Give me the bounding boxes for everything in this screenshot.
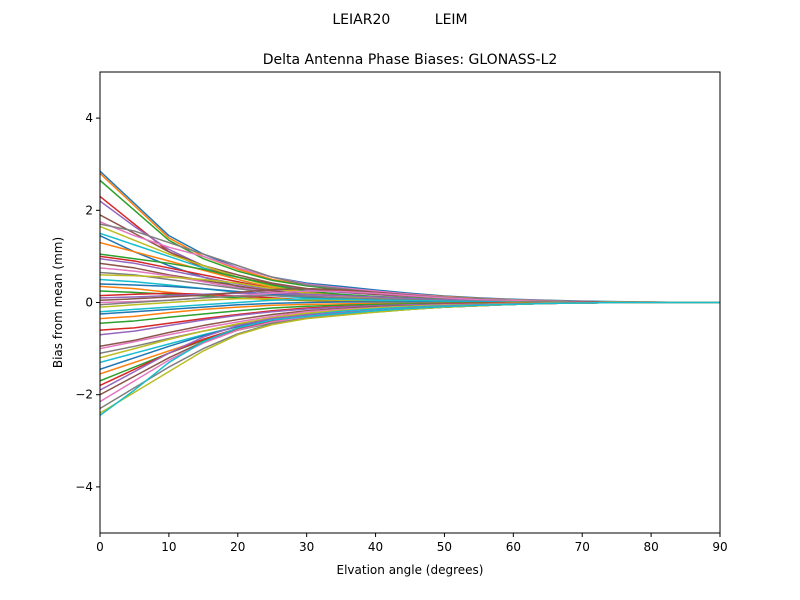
figure-suptitle: LEIAR20 LEIM [332, 12, 467, 28]
series-layer [100, 170, 720, 417]
y-axis-label: Bias from mean (mm) [51, 237, 65, 368]
x-tick-label: 40 [368, 540, 383, 554]
x-tick-label: 60 [506, 540, 521, 554]
x-tick-label: 10 [161, 540, 176, 554]
chart-title: Delta Antenna Phase Biases: GLONASS-L2 [263, 52, 558, 68]
y-tick-label: 0 [85, 296, 93, 310]
y-tick-label: 4 [85, 111, 93, 125]
y-tick-label: −4 [75, 480, 93, 494]
x-axis-label: Elvation angle (degrees) [337, 563, 484, 577]
y-tick-label: 2 [85, 203, 93, 217]
x-tick-label: 20 [230, 540, 245, 554]
x-tick-label: 30 [299, 540, 314, 554]
x-axis: 0 10 20 30 40 50 60 70 80 90 [96, 533, 728, 554]
x-tick-label: 50 [437, 540, 452, 554]
x-tick-label: 0 [96, 540, 104, 554]
x-tick-label: 70 [575, 540, 590, 554]
y-axis: −4 −2 0 2 4 [75, 111, 100, 494]
x-tick-label: 90 [712, 540, 727, 554]
series-line-50 [100, 301, 720, 417]
x-tick-label: 80 [643, 540, 658, 554]
y-tick-label: −2 [75, 388, 93, 402]
